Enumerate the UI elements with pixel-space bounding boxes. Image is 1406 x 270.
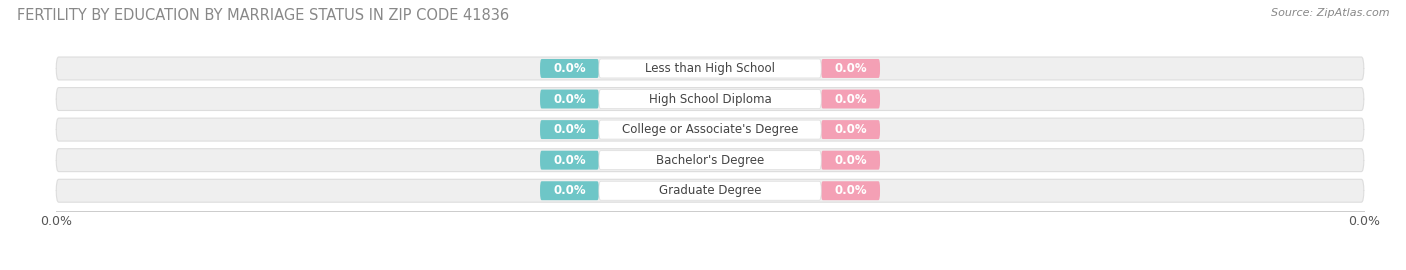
Text: FERTILITY BY EDUCATION BY MARRIAGE STATUS IN ZIP CODE 41836: FERTILITY BY EDUCATION BY MARRIAGE STATU… — [17, 8, 509, 23]
FancyBboxPatch shape — [821, 59, 880, 78]
FancyBboxPatch shape — [599, 181, 821, 200]
FancyBboxPatch shape — [540, 120, 599, 139]
FancyBboxPatch shape — [540, 181, 599, 200]
FancyBboxPatch shape — [56, 87, 1364, 110]
FancyBboxPatch shape — [599, 120, 821, 139]
Text: High School Diploma: High School Diploma — [648, 93, 772, 106]
Text: 0.0%: 0.0% — [553, 123, 586, 136]
Text: 0.0%: 0.0% — [553, 184, 586, 197]
Text: Source: ZipAtlas.com: Source: ZipAtlas.com — [1271, 8, 1389, 18]
FancyBboxPatch shape — [540, 151, 599, 170]
FancyBboxPatch shape — [540, 90, 599, 109]
Text: Bachelor's Degree: Bachelor's Degree — [657, 154, 763, 167]
Text: 0.0%: 0.0% — [834, 62, 868, 75]
FancyBboxPatch shape — [821, 181, 880, 200]
FancyBboxPatch shape — [540, 59, 599, 78]
FancyBboxPatch shape — [56, 57, 1364, 80]
FancyBboxPatch shape — [821, 90, 880, 109]
FancyBboxPatch shape — [821, 151, 880, 170]
Text: College or Associate's Degree: College or Associate's Degree — [621, 123, 799, 136]
FancyBboxPatch shape — [56, 118, 1364, 141]
FancyBboxPatch shape — [599, 151, 821, 170]
FancyBboxPatch shape — [599, 90, 821, 109]
Legend: Married, Unmarried: Married, Unmarried — [628, 266, 792, 270]
FancyBboxPatch shape — [821, 120, 880, 139]
Text: 0.0%: 0.0% — [834, 123, 868, 136]
Text: Graduate Degree: Graduate Degree — [659, 184, 761, 197]
Text: 0.0%: 0.0% — [553, 93, 586, 106]
FancyBboxPatch shape — [56, 149, 1364, 172]
Text: 0.0%: 0.0% — [834, 154, 868, 167]
Text: Less than High School: Less than High School — [645, 62, 775, 75]
Text: 0.0%: 0.0% — [553, 154, 586, 167]
Text: 0.0%: 0.0% — [834, 184, 868, 197]
FancyBboxPatch shape — [599, 59, 821, 78]
Text: 0.0%: 0.0% — [553, 62, 586, 75]
Text: 0.0%: 0.0% — [834, 93, 868, 106]
FancyBboxPatch shape — [56, 179, 1364, 202]
